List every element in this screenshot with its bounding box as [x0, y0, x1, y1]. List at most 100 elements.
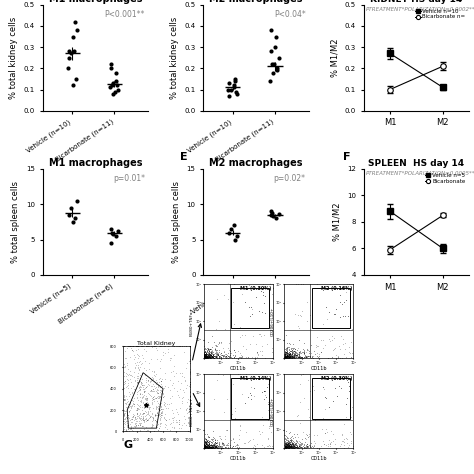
Point: [182, 421, 190, 428]
Point: [202, 443, 210, 450]
Point: [132, 406, 140, 413]
Point: [283, 441, 291, 448]
Point: [202, 350, 210, 357]
Point: [201, 352, 209, 360]
Point: [298, 435, 306, 443]
Point: [330, 345, 338, 353]
Point: [129, 342, 137, 350]
Point: [307, 354, 314, 361]
Point: [203, 354, 211, 361]
Point: [283, 352, 291, 359]
Point: [300, 347, 308, 355]
Point: [186, 392, 193, 399]
Point: [202, 353, 210, 361]
Point: [220, 353, 228, 360]
Point: [156, 374, 164, 382]
Point: [259, 288, 266, 296]
Point: [186, 396, 193, 403]
Point: [211, 436, 219, 444]
Point: [286, 440, 293, 448]
Point: [291, 347, 298, 355]
Point: [291, 440, 299, 447]
Point: [210, 441, 217, 448]
Point: [298, 354, 306, 361]
Point: [202, 439, 210, 447]
Point: [203, 443, 211, 451]
Point: [264, 398, 272, 406]
Point: [210, 351, 217, 359]
Point: [286, 351, 294, 358]
Point: [210, 441, 218, 449]
Point: [281, 354, 289, 361]
Point: [288, 441, 295, 448]
Point: [290, 354, 297, 361]
Point: [281, 347, 288, 355]
Point: [202, 440, 210, 448]
Point: [159, 348, 166, 356]
Point: [225, 339, 232, 346]
Point: [144, 342, 151, 350]
Point: [183, 381, 191, 389]
Point: [133, 372, 141, 380]
Point: [114, 86, 122, 93]
Point: [166, 420, 174, 428]
Point: [145, 416, 152, 424]
Point: [269, 354, 276, 362]
Point: [297, 281, 304, 288]
Point: [287, 441, 294, 449]
Point: [121, 427, 129, 434]
Point: [208, 443, 215, 450]
Point: [157, 390, 165, 398]
Point: [154, 383, 162, 391]
Point: [302, 354, 310, 361]
Point: [289, 354, 296, 361]
Point: [228, 354, 236, 362]
Bar: [231, 288, 269, 328]
Point: [215, 440, 223, 447]
Point: [287, 434, 295, 441]
Point: [293, 442, 301, 450]
Point: [281, 352, 289, 359]
Point: [288, 439, 295, 447]
Point: [139, 409, 146, 417]
Point: [204, 354, 211, 362]
Point: [208, 444, 215, 451]
Point: [211, 353, 219, 361]
Point: [234, 442, 241, 449]
Point: [201, 444, 209, 452]
Point: [204, 440, 211, 448]
Point: [149, 396, 156, 404]
Point: [204, 351, 211, 358]
Point: [139, 414, 146, 422]
Point: [290, 438, 298, 446]
Point: [339, 340, 346, 348]
Point: [180, 386, 187, 394]
Point: [292, 441, 299, 449]
Point: [287, 352, 294, 359]
Point: [294, 444, 301, 452]
Point: [284, 352, 292, 360]
Point: [207, 352, 215, 359]
Point: [205, 351, 212, 358]
Point: [203, 352, 211, 360]
Point: [152, 418, 160, 426]
Point: [205, 347, 213, 355]
Point: [137, 378, 145, 385]
Point: [215, 350, 222, 358]
Point: [135, 419, 142, 427]
Point: [142, 400, 150, 407]
Point: [293, 438, 301, 446]
Point: [213, 351, 220, 358]
Point: [207, 444, 214, 451]
Point: [133, 342, 141, 350]
Point: [203, 444, 210, 451]
Point: [201, 444, 209, 451]
Point: [123, 344, 131, 351]
Point: [281, 353, 288, 361]
Point: [281, 440, 289, 448]
Point: [201, 352, 208, 359]
Point: [150, 427, 157, 435]
Point: [336, 442, 344, 449]
Point: [282, 353, 290, 360]
Point: [282, 431, 289, 439]
